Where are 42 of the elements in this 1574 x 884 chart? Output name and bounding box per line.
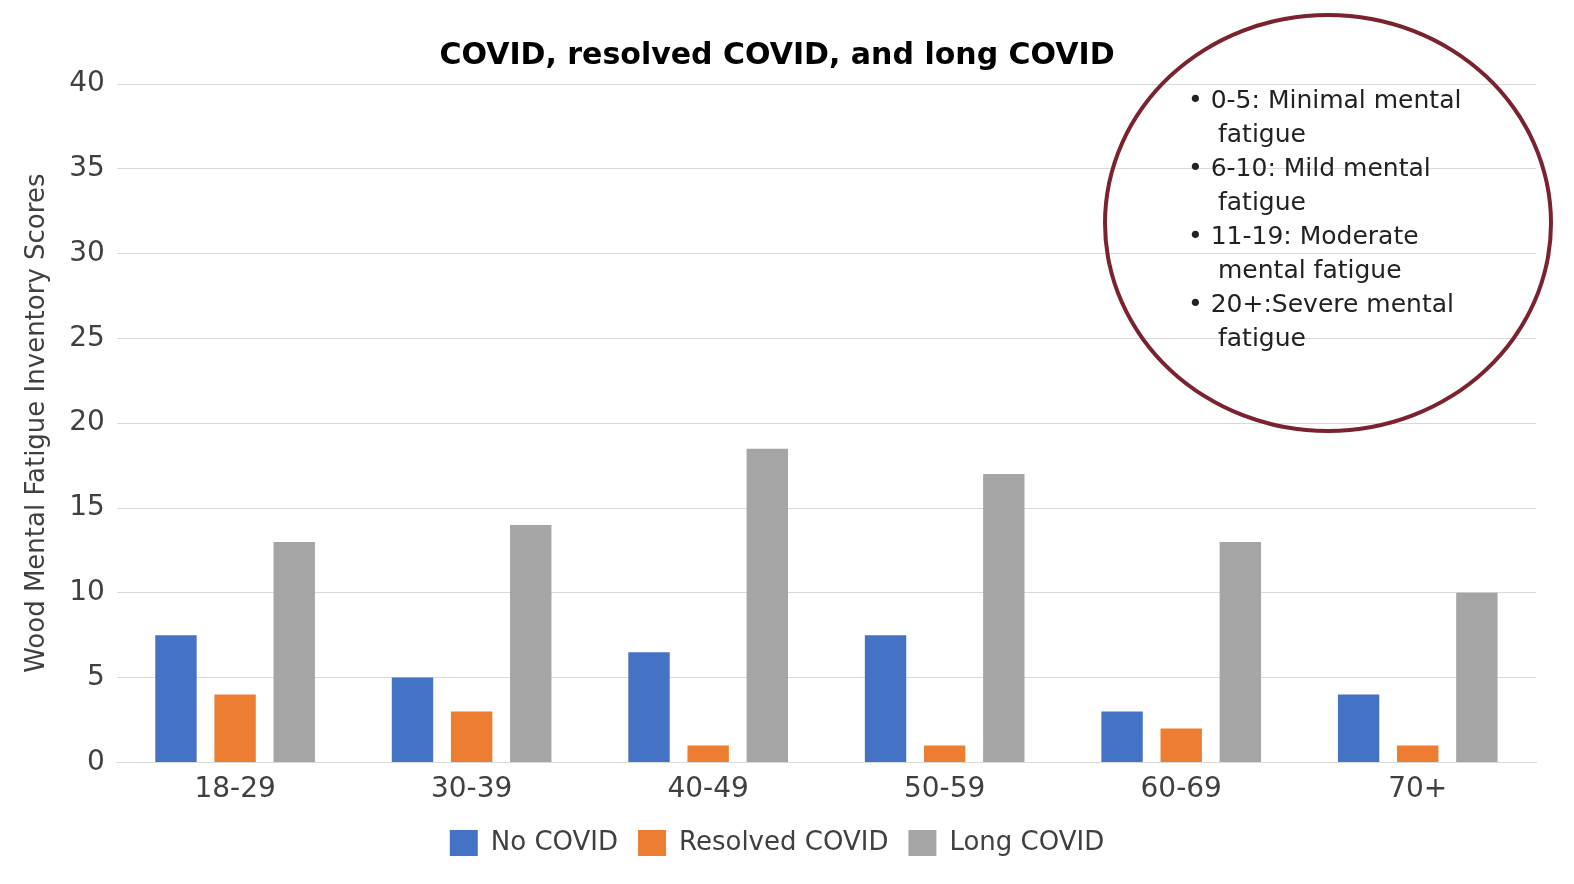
legend-label: No COVID — [490, 825, 619, 856]
bar — [391, 677, 434, 762]
y-tick-label: 20 — [69, 404, 105, 438]
bar — [155, 635, 197, 762]
y-tick-label: 30 — [69, 234, 105, 268]
x-tick-label: 60-69 — [1140, 771, 1222, 805]
x-tick-label: 30-39 — [430, 771, 513, 805]
bar — [628, 652, 670, 762]
bar — [273, 541, 315, 762]
bar — [214, 694, 256, 762]
y-tick-label: 15 — [69, 489, 105, 523]
annotation: • 0-5: Minimal mental fatigue — [1188, 84, 1463, 150]
bar — [687, 745, 729, 762]
annotation: • 6-10: Mild mental fatigue — [1188, 152, 1432, 218]
bar — [1337, 694, 1380, 762]
x-tick-label: 50-59 — [903, 771, 986, 805]
legend-label: Long COVID — [949, 825, 1105, 856]
y-tick-label: 5 — [87, 658, 105, 692]
chart-title: COVID, resolved COVID, and long COVID — [439, 35, 1115, 71]
bar — [864, 635, 907, 762]
bar — [510, 524, 552, 762]
y-tick-label: 40 — [69, 65, 105, 99]
bar — [1219, 541, 1262, 762]
bar — [746, 448, 788, 762]
x-tick-label: 40-49 — [667, 771, 749, 805]
legend-label: Resolved COVID — [679, 825, 889, 856]
y-tick-label: 35 — [69, 150, 105, 184]
y-tick-label: 0 — [87, 743, 105, 777]
bar — [1456, 592, 1498, 762]
y-axis-title: Wood Mental Fatigue Inventory Scores — [20, 173, 51, 673]
bar — [1397, 745, 1439, 762]
y-tick-label: 25 — [69, 319, 105, 353]
annotation: • 20+:Severe mental fatigue — [1188, 288, 1455, 354]
y-tick-label: 10 — [69, 574, 105, 608]
bar — [983, 474, 1025, 762]
x-tick-label: 70+ — [1388, 771, 1448, 805]
x-tick-label: 18-29 — [194, 771, 276, 805]
bar — [1101, 711, 1143, 762]
bar — [923, 745, 966, 762]
annotation: • 11-19: Moderate mental fatigue — [1188, 220, 1420, 286]
bar — [1160, 728, 1202, 762]
bar — [450, 711, 493, 762]
